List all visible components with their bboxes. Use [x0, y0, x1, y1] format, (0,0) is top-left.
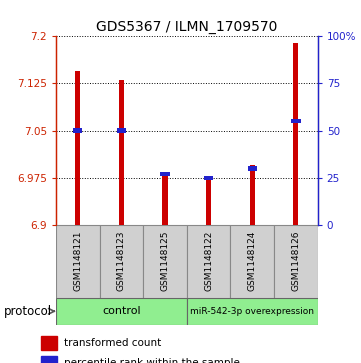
Bar	[274, 225, 318, 298]
Bar	[41, 356, 57, 363]
Text: GSM1148121: GSM1148121	[73, 231, 82, 291]
Bar	[230, 225, 274, 298]
Bar	[119, 80, 124, 225]
Bar	[291, 119, 301, 123]
Bar	[73, 129, 82, 133]
Text: control: control	[102, 306, 141, 316]
Bar	[250, 165, 255, 225]
Bar	[100, 225, 143, 298]
Text: transformed count: transformed count	[64, 338, 161, 348]
Bar	[56, 298, 187, 325]
Bar	[117, 129, 126, 133]
Text: GSM1148124: GSM1148124	[248, 231, 257, 291]
Bar	[75, 71, 81, 225]
Text: GSM1148126: GSM1148126	[291, 231, 300, 291]
Bar	[248, 166, 257, 171]
Bar	[204, 176, 213, 180]
Text: GSM1148123: GSM1148123	[117, 231, 126, 291]
Text: miR-542-3p overexpression: miR-542-3p overexpression	[190, 307, 314, 316]
Bar	[41, 336, 57, 350]
Title: GDS5367 / ILMN_1709570: GDS5367 / ILMN_1709570	[96, 20, 278, 34]
Text: GSM1148125: GSM1148125	[161, 231, 170, 291]
Bar	[293, 42, 299, 225]
Bar	[206, 180, 211, 225]
Bar	[143, 225, 187, 298]
Bar	[162, 173, 168, 225]
Bar	[187, 225, 230, 298]
Text: GSM1148122: GSM1148122	[204, 231, 213, 291]
Bar	[56, 225, 100, 298]
Bar	[187, 298, 318, 325]
Text: protocol: protocol	[4, 305, 52, 318]
Bar	[160, 172, 170, 176]
Text: percentile rank within the sample: percentile rank within the sample	[64, 358, 240, 363]
